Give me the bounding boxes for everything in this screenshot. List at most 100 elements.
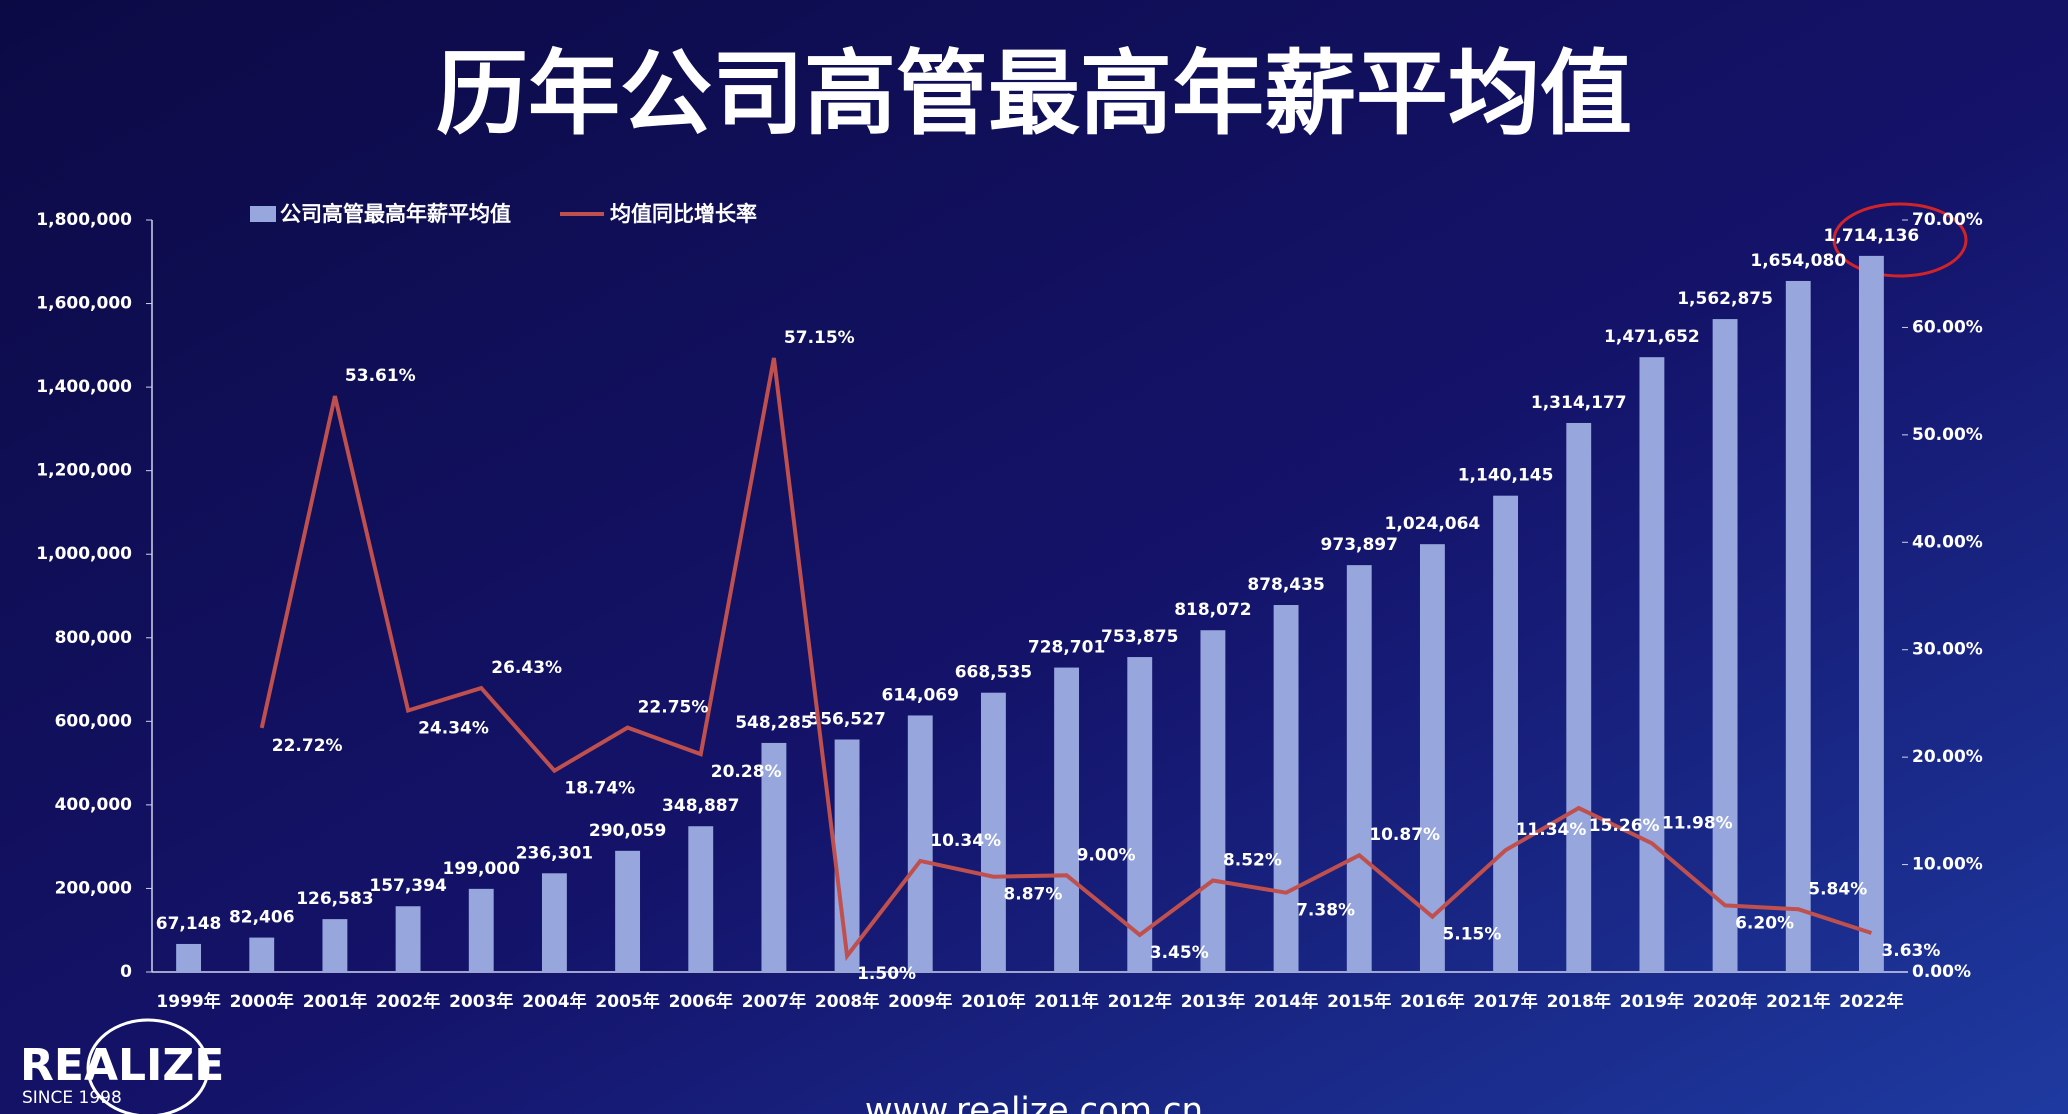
y-tick-label: 1,000,000 — [36, 544, 132, 564]
bar — [176, 943, 202, 972]
line-value-label: 9.00% — [1077, 845, 1136, 865]
y2-tick-label: 20.00% — [1912, 747, 1983, 767]
bar-value-label: 199,000 — [443, 859, 521, 879]
bar-value-label: 290,059 — [589, 821, 666, 841]
bar — [1419, 544, 1445, 972]
bar — [1127, 657, 1153, 972]
bar — [761, 742, 787, 972]
x-tick-label: 2014年 — [1254, 991, 1318, 1012]
bar — [395, 906, 421, 972]
line-value-label: 5.84% — [1808, 879, 1867, 899]
x-tick-label: 2019年 — [1620, 991, 1684, 1012]
line-value-label: 15.26% — [1589, 816, 1660, 836]
line-value-label: 6.20% — [1735, 913, 1794, 933]
bar-value-label: 1,140,145 — [1458, 466, 1554, 486]
y2-tick-label: 70.00% — [1912, 210, 1983, 230]
line-value-label: 3.63% — [1881, 941, 1940, 961]
x-tick-label: 2007年 — [742, 991, 806, 1012]
bar-value-label: 1,471,652 — [1604, 327, 1700, 347]
footer-url: www.realize.com.cn — [865, 1091, 1203, 1114]
x-tick-label: 2006年 — [669, 991, 733, 1012]
y2-tick-label: 60.00% — [1912, 317, 1983, 337]
x-tick-label: 2005年 — [595, 991, 659, 1012]
y-tick-label: 1,800,000 — [36, 210, 132, 230]
bar-value-label: 753,875 — [1101, 627, 1178, 647]
line-value-label: 20.28% — [711, 762, 782, 782]
y-tick-label: 600,000 — [55, 711, 133, 731]
x-tick-label: 2003年 — [449, 991, 513, 1012]
line-value-label: 1.50% — [857, 964, 916, 984]
x-tick-label: 2002年 — [376, 991, 440, 1012]
highlight-circle — [1832, 202, 1968, 278]
bar — [1712, 319, 1738, 972]
y2-tick-label: 10.00% — [1912, 855, 1983, 875]
line-value-label: 8.87% — [1003, 885, 1062, 905]
bar — [541, 873, 567, 972]
x-tick-label: 2018年 — [1547, 991, 1611, 1012]
bar — [980, 692, 1006, 972]
bar-value-label: 236,301 — [516, 843, 593, 863]
bar-value-label: 878,435 — [1247, 575, 1324, 595]
x-tick-label: 2001年 — [303, 991, 367, 1012]
bar-value-label: 548,285 — [735, 713, 812, 733]
line-value-label: 7.38% — [1296, 901, 1355, 921]
bar-value-label: 614,069 — [882, 685, 959, 705]
chart-title: 历年公司高管最高年薪平均值 — [436, 40, 1632, 147]
legend-label: 均值同比增长率 — [610, 202, 757, 226]
line-value-label: 11.98% — [1662, 813, 1733, 833]
line-value-label: 3.45% — [1150, 943, 1209, 963]
logo-ring — [86, 1018, 210, 1114]
y-tick-label: 400,000 — [55, 795, 133, 815]
y2-tick-label: 0.00% — [1912, 962, 1971, 982]
bar — [1273, 605, 1299, 972]
y-tick-label: 200,000 — [55, 878, 133, 898]
x-tick-label: 2000年 — [230, 991, 294, 1012]
y2-tick-label: 40.00% — [1912, 532, 1983, 552]
x-tick-label: 2008年 — [815, 991, 879, 1012]
x-tick-label: 2012年 — [1108, 991, 1172, 1012]
line-value-label: 5.15% — [1442, 925, 1501, 945]
bar — [322, 919, 348, 972]
bar — [1785, 280, 1811, 972]
x-tick-label: 2004年 — [522, 991, 586, 1012]
bar — [249, 937, 275, 972]
y-tick-label: 1,400,000 — [36, 377, 132, 397]
x-tick-label: 2010年 — [961, 991, 1025, 1012]
bar — [1200, 630, 1226, 972]
x-tick-label: 2015年 — [1327, 991, 1391, 1012]
bar — [688, 826, 714, 972]
bar-value-label: 1,024,064 — [1385, 514, 1481, 534]
x-tick-label: 2013年 — [1181, 991, 1245, 1012]
bar-value-label: 668,535 — [955, 663, 1032, 683]
bar-value-label: 126,583 — [296, 889, 373, 909]
bar — [615, 850, 641, 972]
bar — [1639, 357, 1665, 972]
line-value-label: 18.74% — [564, 779, 635, 799]
bar-value-label: 348,887 — [662, 796, 739, 816]
bar-value-label: 157,394 — [369, 876, 447, 896]
bar — [1346, 565, 1372, 972]
bar-value-label: 1,562,875 — [1677, 289, 1773, 309]
line-value-label: 8.52% — [1223, 850, 1282, 870]
legend-swatch — [250, 206, 276, 222]
bar-value-label: 67,148 — [156, 914, 222, 934]
x-tick-label: 2017年 — [1473, 991, 1537, 1012]
bar — [1858, 255, 1884, 972]
bar — [834, 739, 860, 972]
x-tick-label: 2021年 — [1766, 991, 1830, 1012]
bar — [907, 715, 933, 972]
line-value-label: 22.75% — [638, 698, 709, 718]
x-tick-label: 2020年 — [1693, 991, 1757, 1012]
line-value-label: 26.43% — [491, 658, 562, 678]
bar-value-label: 973,897 — [1321, 535, 1398, 555]
bar-value-label: 728,701 — [1028, 638, 1105, 658]
x-tick-label: 2009年 — [888, 991, 952, 1012]
bar — [1054, 667, 1080, 972]
bar — [1566, 422, 1592, 972]
x-tick-label: 2016年 — [1400, 991, 1464, 1012]
logo-tagline: SINCE 1998 — [22, 1088, 122, 1108]
bar — [468, 888, 494, 972]
